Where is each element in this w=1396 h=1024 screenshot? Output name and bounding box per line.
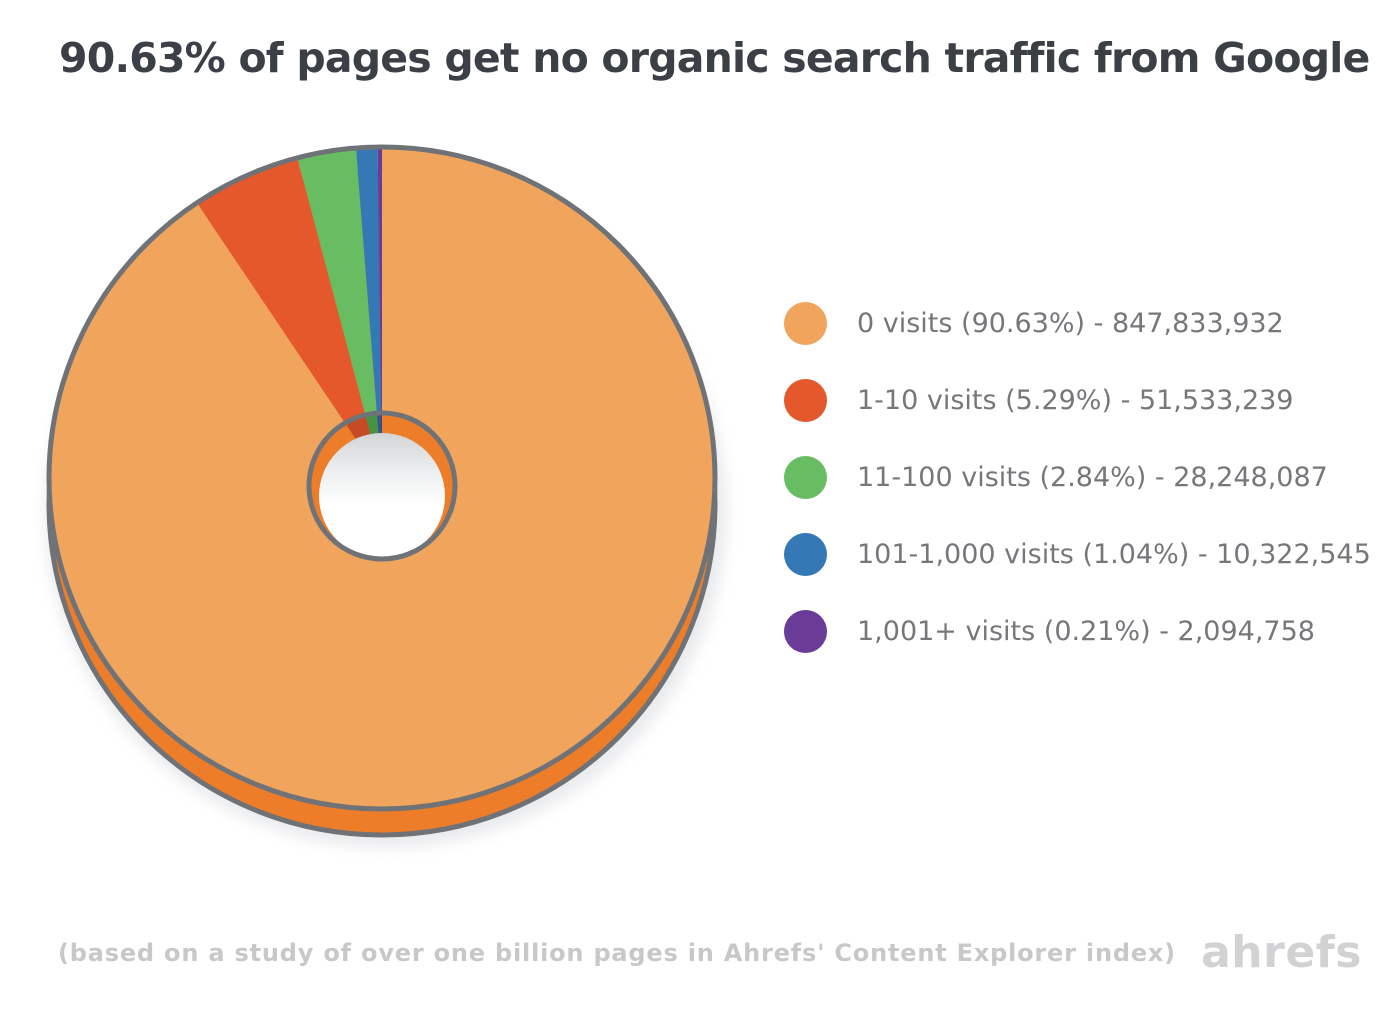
donut-hole [306,410,458,562]
legend-item: 0 visits (90.63%) - 847,833,932 [784,302,1371,345]
legend-label: 11-100 visits (2.84%) - 28,248,087 [857,462,1328,493]
source-note: (based on a study of over one billion pa… [58,939,1176,967]
legend-label: 101-1,000 visits (1.04%) - 10,322,545 [857,539,1371,570]
legend-dot [784,302,827,345]
donut-hole-floor [319,433,445,557]
donut-hole-outline [306,410,458,562]
legend-item: 101-1,000 visits (1.04%) - 10,322,545 [784,533,1371,576]
legend-label: 1-10 visits (5.29%) - 51,533,239 [857,385,1294,416]
pie-slice-1-10-visits [196,157,382,478]
chart-legend: 0 visits (90.63%) - 847,833,932 1-10 visi… [784,302,1371,687]
pie-slice-1-001+-visits [377,147,382,478]
legend-item: 11-100 visits (2.84%) - 28,248,087 [784,456,1371,499]
legend-item: 1-10 visits (5.29%) - 51,533,239 [784,379,1371,422]
pie-slice-101-1-000-visits [355,147,382,478]
donut-hole-wall [311,415,453,557]
legend-dot [784,456,827,499]
legend-label: 0 visits (90.63%) - 847,833,932 [857,308,1284,339]
ahrefs-logo: ahrefs [1201,927,1362,978]
legend-dot [784,379,827,422]
pie-slice-11-100-visits [297,148,382,478]
legend-label: 1,001+ visits (0.21%) - 2,094,758 [857,616,1315,647]
legend-dot [784,533,827,576]
pie-outer-rim [46,144,718,812]
chart-title: 90.63% of pages get no organic search tr… [59,34,1370,82]
legend-item: 1,001+ visits (0.21%) - 2,094,758 [784,610,1371,653]
legend-dot [784,610,827,653]
